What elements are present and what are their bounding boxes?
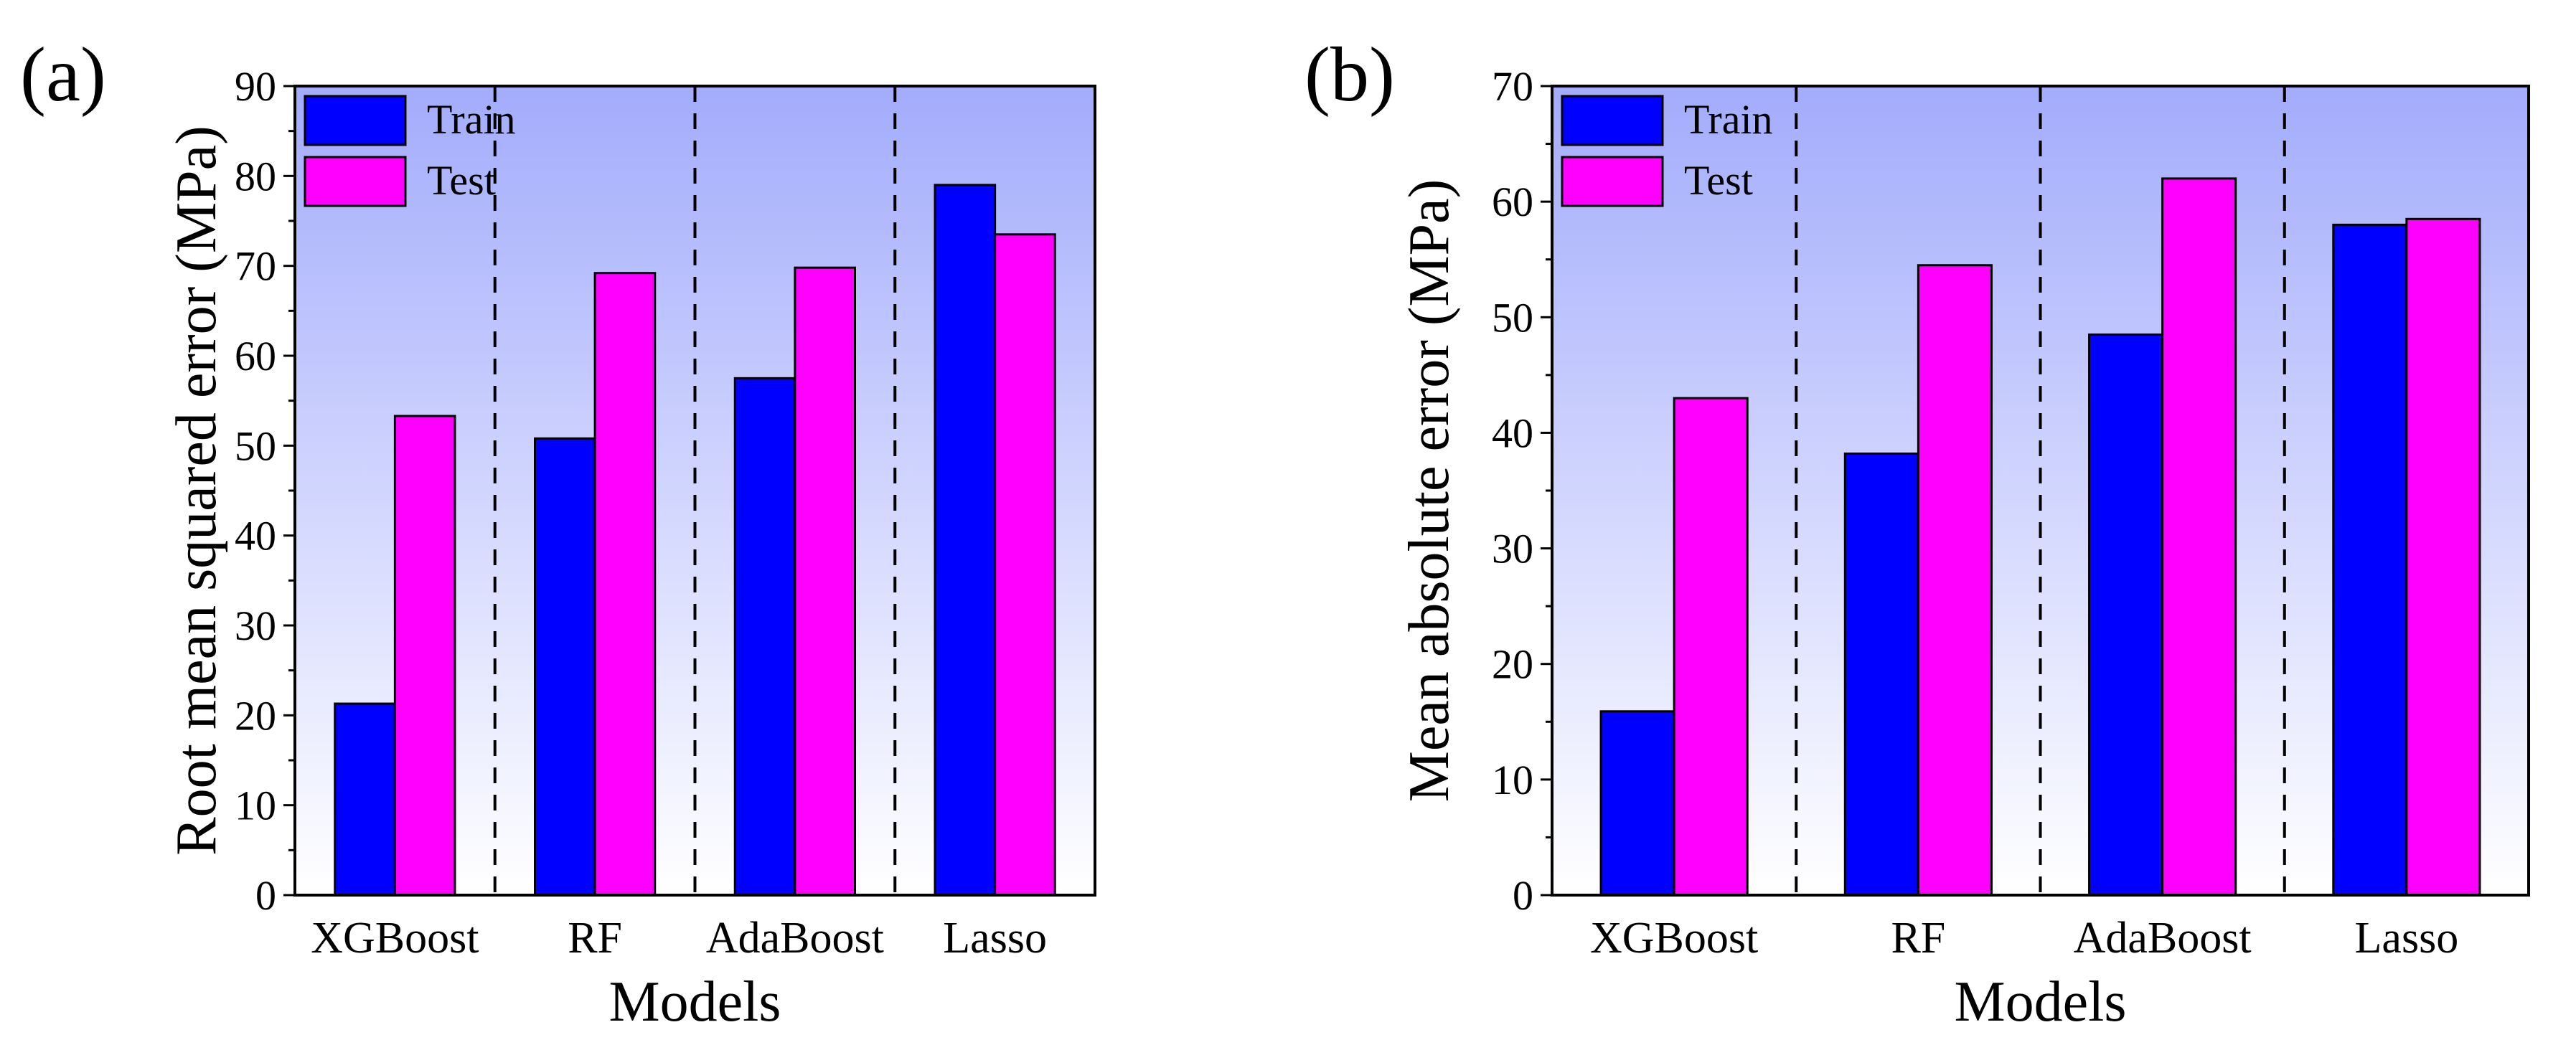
legend-label-test: Test (427, 157, 496, 204)
bar-train-xgboost (1599, 710, 1675, 897)
bar-test-xgboost (393, 415, 456, 897)
x-tick-label: AdaBoost (2074, 914, 2252, 963)
bar-train-adaboost (733, 377, 796, 897)
bar-test-rf (1917, 264, 1993, 897)
y-tick-label: 80 (235, 153, 276, 199)
bar-train-adaboost (2088, 333, 2164, 897)
bar-test-rf (593, 272, 657, 897)
legend-swatch-test (304, 156, 407, 207)
x-tick-label: Lasso (943, 914, 1047, 963)
plot-frame (1551, 85, 2530, 897)
y-tick-label: 0 (1513, 872, 1533, 919)
x-tick-label: RF (568, 914, 622, 963)
x-tick-label: AdaBoost (706, 914, 884, 963)
x-tick-label: RF (1891, 914, 1945, 963)
chart-panel-b: XGBoost RF AdaBoost Lasso 0 10 20 30 40 50 60 70 Tra… (1305, 32, 2530, 1034)
y-tick-label: 90 (235, 63, 276, 110)
bar-train-rf (534, 437, 596, 897)
y-tick-label: 20 (1492, 641, 1533, 688)
y-tick-label: 40 (1492, 410, 1533, 456)
x-tick-label: XGBoost (311, 914, 479, 963)
plot-frame (293, 85, 1096, 897)
y-tick-label: 40 (235, 513, 276, 559)
x-axis-title: Models (1955, 970, 2127, 1034)
bar-test-adaboost (2161, 177, 2237, 897)
y-tick-label: 30 (1492, 526, 1533, 572)
bar-test-lasso (994, 233, 1056, 897)
y-tick-label: 70 (1492, 63, 1533, 110)
y-axis-title: Root mean squared error (MPa) (165, 126, 228, 855)
bar-test-lasso (2405, 217, 2481, 897)
bar-train-xgboost (334, 702, 396, 897)
y-tick-label: 30 (235, 602, 276, 649)
x-tick-label: Lasso (2355, 914, 2459, 963)
bar-test-adaboost (794, 266, 856, 897)
x-axis-title: Models (609, 970, 781, 1034)
panel-label: (a) (20, 32, 106, 118)
legend-label-train: Train (1684, 96, 1773, 143)
y-tick-label: 50 (1492, 294, 1533, 341)
bar-test-xgboost (1673, 397, 1749, 897)
y-axis-title: Mean absolute error (MPa) (1398, 179, 1461, 803)
y-tick-label: 60 (1492, 179, 1533, 225)
legend-label-train: Train (427, 96, 516, 143)
legend-label-test: Test (1684, 157, 1753, 204)
bar-train-lasso (2332, 223, 2408, 897)
x-tick-label: XGBoost (1590, 914, 1758, 963)
legend-swatch-train (304, 95, 407, 146)
y-tick-label: 60 (235, 333, 276, 379)
bar-train-lasso (934, 184, 997, 897)
y-tick-label: 10 (235, 783, 276, 829)
legend-swatch-test (1561, 156, 1664, 207)
panel-label: (b) (1305, 32, 1395, 118)
y-tick-label: 70 (235, 243, 276, 290)
y-tick-label: 20 (235, 692, 276, 739)
y-tick-label: 10 (1492, 757, 1533, 803)
y-tick-label: 0 (255, 872, 276, 919)
chart-panel-a: XGBoost RF AdaBoost Lasso 0 10 20 30 40 50 60 70 80 9… (20, 32, 1096, 1034)
bar-train-rf (1843, 452, 1919, 897)
y-tick-label: 50 (235, 422, 276, 469)
legend-swatch-train (1561, 95, 1664, 146)
